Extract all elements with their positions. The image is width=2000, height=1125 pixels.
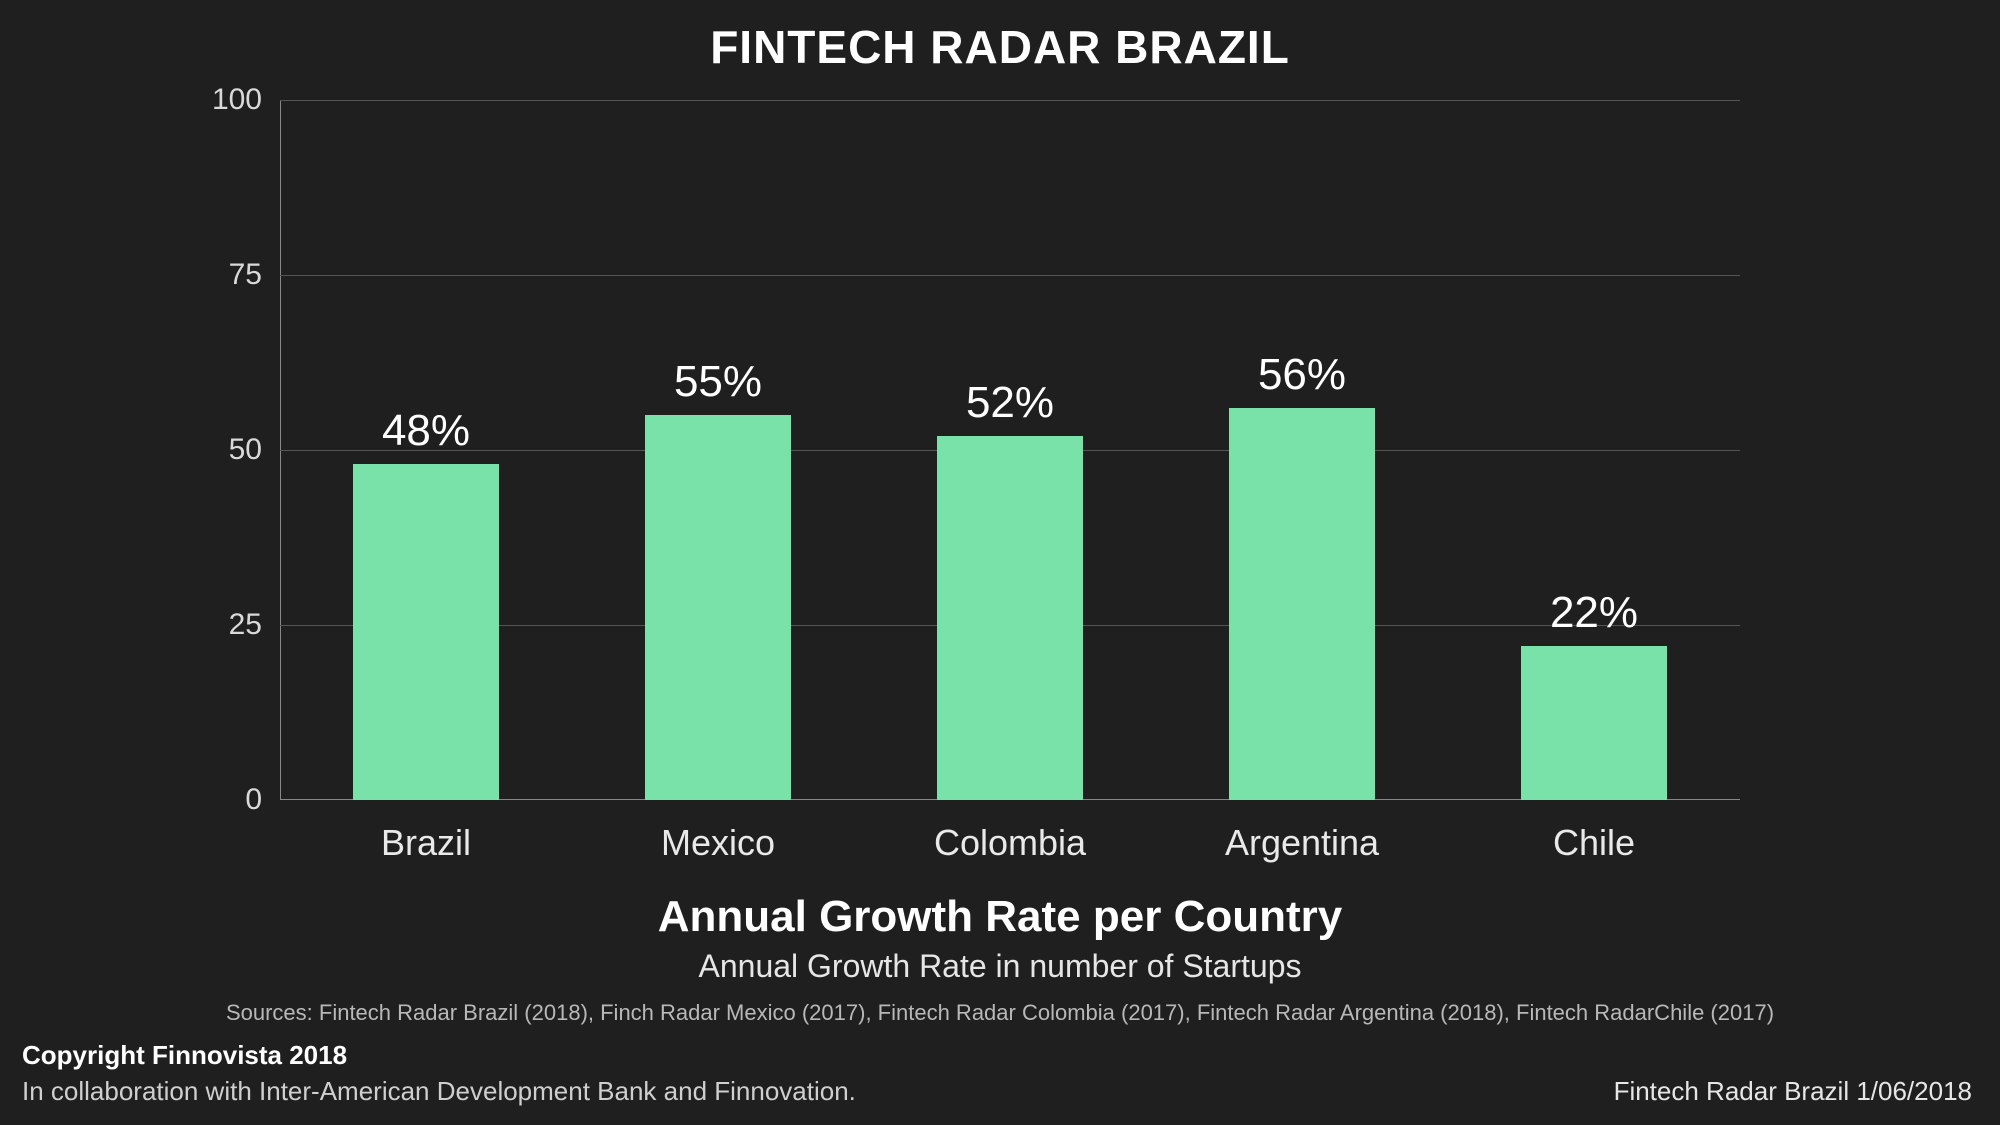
x-tick-label: Chile bbox=[1553, 800, 1635, 864]
bar-value-label: 48% bbox=[382, 406, 470, 464]
bar: 48% bbox=[353, 464, 499, 800]
y-tick-label: 25 bbox=[229, 608, 280, 642]
copyright-text: Copyright Finnovista 2018 bbox=[22, 1040, 347, 1071]
y-tick-label: 50 bbox=[229, 433, 280, 467]
x-tick-label: Argentina bbox=[1225, 800, 1379, 864]
gridline bbox=[280, 275, 1740, 276]
page-title: FINTECH RADAR BRAZIL bbox=[0, 20, 2000, 74]
x-tick-label: Mexico bbox=[661, 800, 775, 864]
footer-right-text: Fintech Radar Brazil 1/06/2018 bbox=[1614, 1076, 1972, 1107]
chart-subtitle-2: Annual Growth Rate in number of Startups bbox=[0, 948, 2000, 985]
bar-value-label: 56% bbox=[1258, 350, 1346, 408]
bar-value-label: 22% bbox=[1550, 588, 1638, 646]
bar: 52% bbox=[937, 436, 1083, 800]
gridline bbox=[280, 100, 1740, 101]
bar: 55% bbox=[645, 415, 791, 800]
bar: 56% bbox=[1229, 408, 1375, 800]
x-tick-label: Colombia bbox=[934, 800, 1086, 864]
y-tick-label: 100 bbox=[212, 83, 280, 117]
sources-line: Sources: Fintech Radar Brazil (2018), Fi… bbox=[0, 1000, 2000, 1026]
bar: 22% bbox=[1521, 646, 1667, 800]
x-tick-label: Brazil bbox=[381, 800, 471, 864]
growth-rate-bar-chart: 025507510048%Brazil55%Mexico52%Colombia5… bbox=[280, 100, 1740, 800]
bar-value-label: 52% bbox=[966, 378, 1054, 436]
bar-value-label: 55% bbox=[674, 357, 762, 415]
collaboration-text: In collaboration with Inter-American Dev… bbox=[22, 1076, 856, 1107]
y-tick-label: 0 bbox=[245, 783, 280, 817]
chart-subtitle: Annual Growth Rate per Country bbox=[0, 892, 2000, 942]
y-tick-label: 75 bbox=[229, 258, 280, 292]
